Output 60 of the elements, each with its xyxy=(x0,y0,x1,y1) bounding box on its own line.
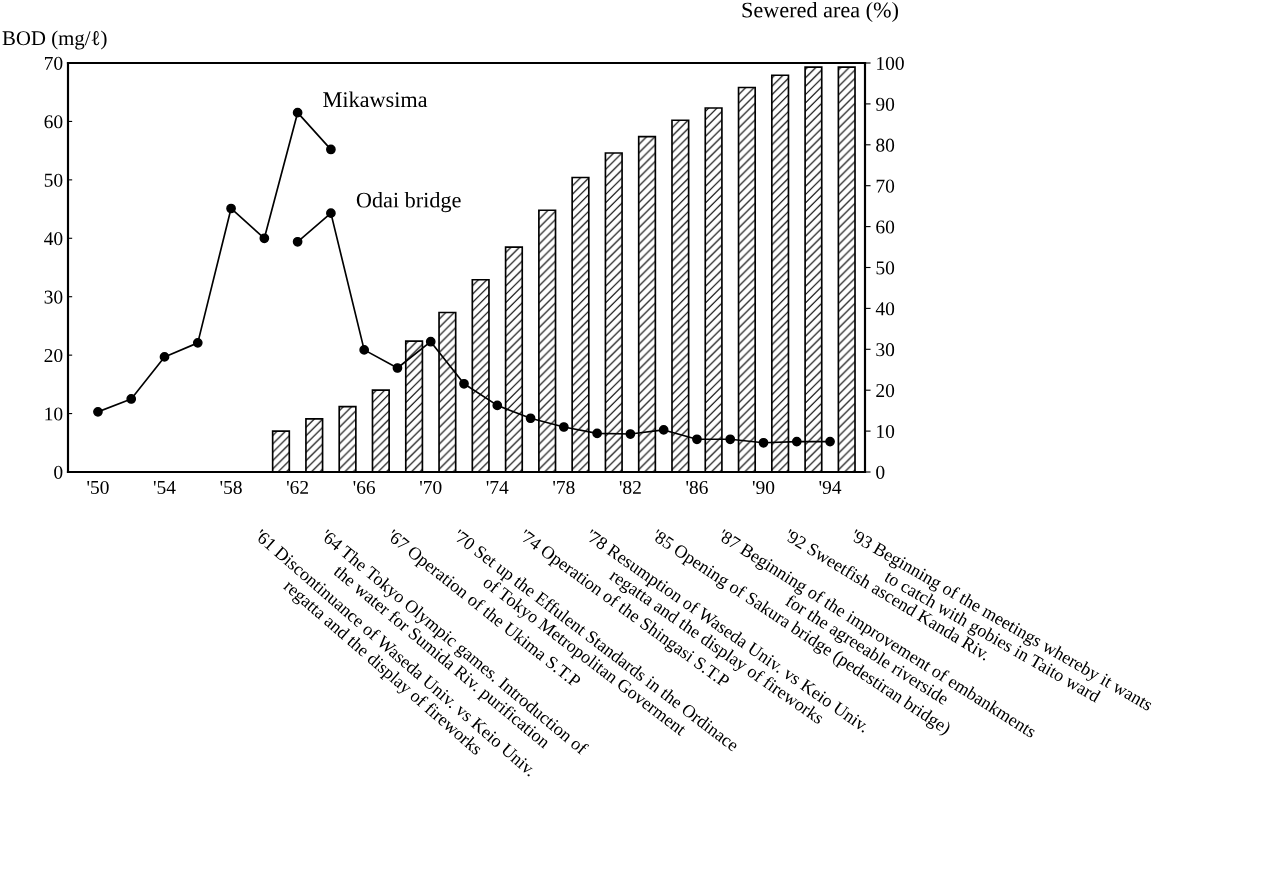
point xyxy=(692,434,702,445)
point xyxy=(492,400,503,411)
point xyxy=(791,436,802,447)
series-label: Mikawsima xyxy=(323,91,428,108)
point xyxy=(326,144,336,155)
point xyxy=(592,428,602,439)
point xyxy=(192,338,203,348)
y-tick-label: 70 xyxy=(44,56,63,70)
point xyxy=(825,436,835,447)
y2-tick-label: 30 xyxy=(876,343,895,357)
point xyxy=(93,406,103,417)
y-tick-label: 50 xyxy=(44,173,63,187)
point xyxy=(292,107,303,118)
x-tick-label: '82 xyxy=(619,480,641,495)
y2-tick-label: 100 xyxy=(877,56,904,70)
point xyxy=(658,425,669,435)
point xyxy=(159,352,170,362)
y2-tick-label: 60 xyxy=(876,220,895,234)
point xyxy=(725,434,736,445)
x-tick-label: '50 xyxy=(87,480,109,495)
y2-tick-label: 10 xyxy=(877,424,895,439)
x-tick-label: '66 xyxy=(353,480,376,495)
y2-tick-label: 50 xyxy=(876,261,895,275)
point xyxy=(525,413,536,424)
point xyxy=(425,336,436,347)
x-tick-label: '62 xyxy=(286,480,309,495)
x-tick-label: '78 xyxy=(553,480,575,495)
point xyxy=(326,208,336,219)
y-tick-label: 10 xyxy=(45,407,63,421)
x-tick-label: '58 xyxy=(220,480,242,495)
y-tick-label: 30 xyxy=(44,290,63,304)
point xyxy=(558,422,569,432)
y-tick-label: 60 xyxy=(44,115,63,129)
y2-tick-label: 20 xyxy=(876,384,895,398)
x-tick-label: '74 xyxy=(486,481,509,494)
point xyxy=(226,203,236,214)
x-tick-label: '94 xyxy=(819,480,842,495)
y2-tick-label: 80 xyxy=(876,138,895,152)
y-tick-label: 0 xyxy=(54,465,63,479)
point xyxy=(259,233,270,244)
x-tick-label: '70 xyxy=(420,480,442,495)
point xyxy=(459,378,469,389)
y-tick-label: 20 xyxy=(44,348,63,363)
x-tick-label: '54 xyxy=(153,481,176,495)
point xyxy=(625,429,636,439)
y-axis-title: BOD (mg/ℓ) xyxy=(2,30,107,50)
y2-tick-label: 90 xyxy=(876,97,895,111)
point xyxy=(359,345,370,355)
point xyxy=(292,236,303,247)
x-tick-label: '90 xyxy=(752,480,775,495)
y-tick-label: 40 xyxy=(44,232,63,246)
point xyxy=(126,394,137,404)
y2-tick-label: 70 xyxy=(876,179,895,193)
y2-tick-label: 0 xyxy=(876,465,885,479)
point xyxy=(758,437,769,448)
y2-tick-label: 40 xyxy=(875,302,895,316)
series-label: Odai bridge xyxy=(356,191,461,213)
point xyxy=(392,363,403,373)
x-tick-label: '86 xyxy=(686,480,708,495)
y2-axis-title: Sewered area (%) xyxy=(742,1,898,23)
